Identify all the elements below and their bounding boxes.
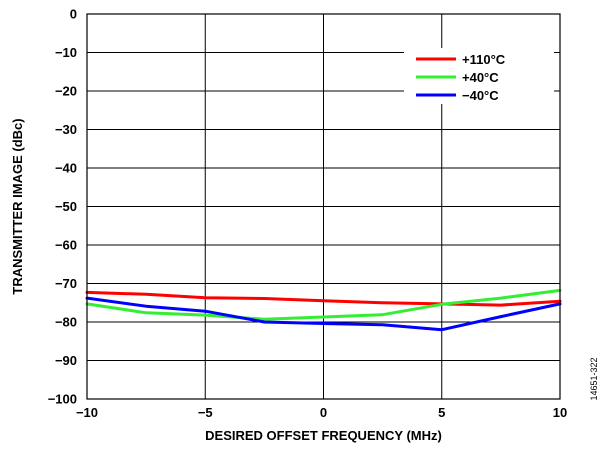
x-tick-label: −10: [76, 405, 98, 420]
legend: +110°C +40°C −40°C: [404, 48, 554, 104]
y-tick-label: −80: [55, 315, 77, 330]
y-tick-label: −90: [55, 353, 77, 368]
series-lines: [85, 288, 562, 332]
series-line: [85, 296, 562, 332]
series-line: [85, 290, 562, 307]
x-axis-ticks: −10 −5 0 5 10: [76, 405, 567, 420]
series-line: [85, 288, 562, 321]
y-tick-label: −20: [55, 84, 77, 99]
y-axis-ticks: 0 −10 −20 −30 −40 −50 −60 −70 −80 −90 −100: [48, 7, 77, 407]
x-tick-label: 5: [438, 405, 445, 420]
figure-id: 14651-322: [589, 357, 599, 400]
y-tick-label: −40: [55, 161, 77, 176]
x-axis-title: DESIRED OFFSET FREQUENCY (MHz): [205, 428, 442, 443]
legend-label: +40°C: [462, 70, 499, 85]
legend-label: +110°C: [462, 52, 506, 67]
y-tick-label: −100: [48, 392, 77, 407]
legend-label: −40°C: [462, 88, 499, 103]
y-axis-title: TRANSMITTER IMAGE (dBc): [10, 118, 25, 294]
y-tick-label: 0: [70, 7, 77, 22]
y-tick-label: −50: [55, 199, 77, 214]
plot-frame: [86, 13, 561, 400]
y-tick-label: −30: [55, 122, 77, 137]
x-tick-label: −5: [198, 405, 213, 420]
x-tick-label: 10: [553, 405, 567, 420]
x-tick-label: 0: [320, 405, 327, 420]
y-tick-label: −70: [55, 276, 77, 291]
y-tick-label: −60: [55, 238, 77, 253]
y-tick-label: −10: [55, 45, 77, 60]
